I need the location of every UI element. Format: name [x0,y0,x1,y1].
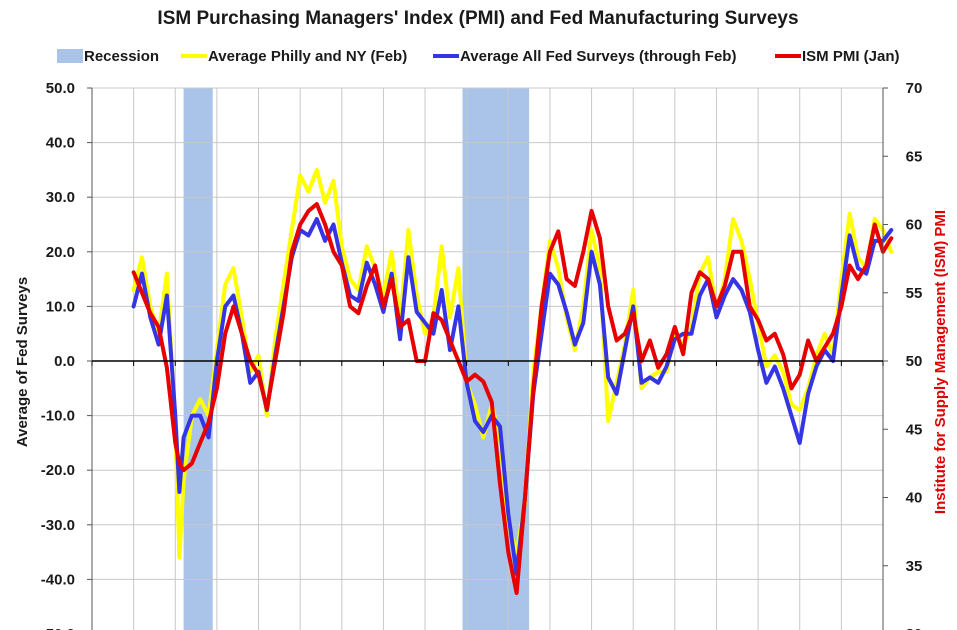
left-axis-ticks: 50.0 40.0 30.0 20.0 10.0 0.0 -10.0 -20.0 -30.0 -4… [41,80,92,630]
legend-item: ISM PMI (Jan) [775,48,900,65]
series-line [131,202,894,595]
right-tick-label: 65 [906,148,923,165]
legend-label: Average All Fed Surveys (through Feb) [460,48,736,65]
left-tick-label: 30.0 [46,189,75,206]
legend-item: Average All Fed Surveys (through Feb) [433,48,736,65]
left-tick-label: -30.0 [41,517,75,534]
left-tick-label: 20.0 [46,244,75,261]
right-axis-ticks: 70 65 60 55 50 45 40 35 30 [883,80,922,630]
left-tick-label: 10.0 [46,298,75,315]
left-tick-label: 50.0 [46,80,75,97]
legend-swatch [57,49,83,63]
left-tick-label: -50.0 [41,626,75,630]
legend-label: Recession [84,48,159,65]
legend-item: Recession [57,48,159,65]
right-tick-label: 45 [906,421,923,438]
left-tick-label: 0.0 [54,353,75,370]
legend: Recession Average Philly and NY (Feb) Aver… [57,48,900,65]
right-tick-label: 30 [906,626,923,630]
right-tick-label: 40 [906,490,923,507]
legend-label: Average Philly and NY (Feb) [208,48,407,65]
right-tick-label: 55 [906,285,923,302]
left-tick-label: -10.0 [41,408,75,425]
left-axis-title: Average of Fed Surveys [14,277,31,447]
right-axis-title: Institute for Supply Management (ISM) PM… [932,210,949,514]
left-tick-label: -20.0 [41,462,75,479]
right-tick-label: 60 [906,217,923,234]
right-tick-label: 70 [906,80,923,97]
left-tick-label: -40.0 [41,571,75,588]
right-tick-label: 50 [906,353,923,370]
legend-label: ISM PMI (Jan) [802,48,900,65]
series-line [131,217,894,576]
legend-item: Average Philly and NY (Feb) [181,48,407,65]
right-tick-label: 35 [906,558,923,575]
chart-title: ISM Purchasing Managers' Index (PMI) and… [157,8,798,29]
left-tick-label: 40.0 [46,135,75,152]
series-layer [131,167,894,595]
recession-band [183,88,213,630]
